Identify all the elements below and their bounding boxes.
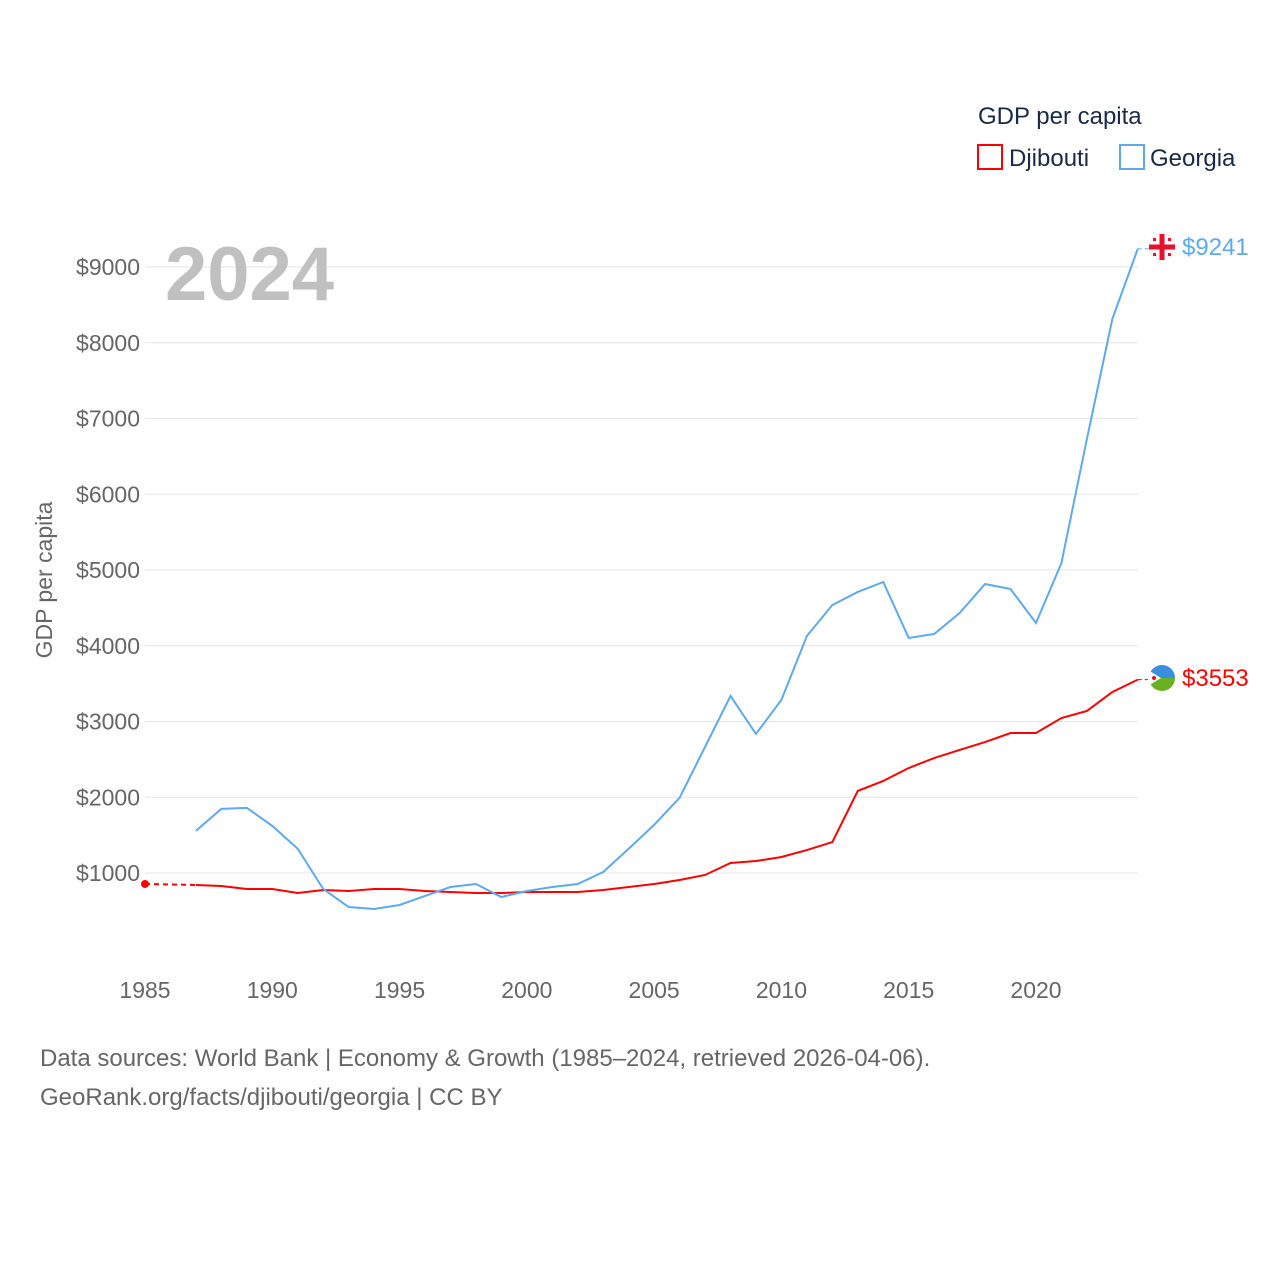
legend-title: GDP per capita xyxy=(978,103,1142,130)
y-tick-label: $8000 xyxy=(76,330,140,356)
year-watermark: 2024 xyxy=(165,232,334,317)
georgia-end-label: $9241 xyxy=(1182,234,1249,261)
footer-sources: Data sources: World Bank | Economy & Gro… xyxy=(40,1045,931,1072)
djibouti-gap-dashed xyxy=(144,882,196,886)
y-tick-label: $3000 xyxy=(76,709,140,735)
legend-label-djibouti[interactable]: Djibouti xyxy=(1009,145,1089,172)
y-axis-label: GDP per capita xyxy=(31,501,57,658)
x-tick-label: 2010 xyxy=(756,977,807,1003)
x-tick-label: 2000 xyxy=(501,977,552,1003)
x-tick-label: 2015 xyxy=(883,977,934,1003)
y-tick-label: $9000 xyxy=(76,254,140,280)
y-tick-label: $2000 xyxy=(76,784,140,810)
legend-label-georgia[interactable]: Georgia xyxy=(1150,145,1236,172)
djibouti-line xyxy=(195,678,1139,895)
legend-swatch-georgia xyxy=(1119,144,1145,170)
x-tick-label: 1990 xyxy=(247,977,298,1003)
georgia-line xyxy=(195,248,1139,910)
x-tick-label: 2020 xyxy=(1010,977,1061,1003)
y-tick-label: $5000 xyxy=(76,557,140,583)
djibouti-flag-icon xyxy=(1148,665,1175,691)
y-tick-label: $1000 xyxy=(76,860,140,886)
x-tick-label: 1995 xyxy=(374,977,425,1003)
footer-attribution[interactable]: GeoRank.org/facts/djibouti/georgia | CC … xyxy=(40,1084,503,1111)
georgia-flag-icon xyxy=(1148,233,1176,261)
x-tick-label: 2005 xyxy=(629,977,680,1003)
y-tick-label: $6000 xyxy=(76,481,140,507)
x-tick-label: 1985 xyxy=(119,977,170,1003)
y-tick-label: $7000 xyxy=(76,406,140,432)
y-tick-label: $4000 xyxy=(76,633,140,659)
djibouti-end-label: $3553 xyxy=(1182,665,1249,692)
legend-swatch-djibouti xyxy=(977,144,1003,170)
djibouti-point xyxy=(141,879,149,888)
